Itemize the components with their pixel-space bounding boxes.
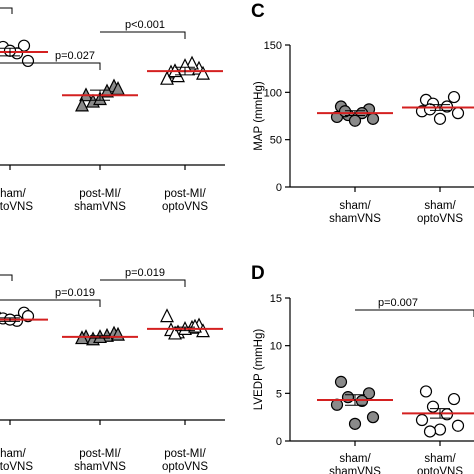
data-point xyxy=(21,54,35,68)
p-value-label: p=0.019 xyxy=(55,287,95,299)
y-tick-label: 15 xyxy=(270,293,282,305)
data-point xyxy=(419,385,433,398)
category-label-line: shamVNS xyxy=(329,466,381,474)
significance-bracket xyxy=(100,279,186,287)
category-label-line: post-MI/ xyxy=(79,448,121,460)
y-axis-label: MAP (mmHg) xyxy=(253,81,265,151)
data-point xyxy=(451,107,465,120)
category-label-line: post-MI/ xyxy=(79,188,121,200)
data-point xyxy=(196,65,210,80)
significance-bracket-partial xyxy=(0,274,13,281)
category-label-line: shamVNS xyxy=(74,461,126,473)
category-label-line: sham/ xyxy=(424,200,456,212)
data-point xyxy=(423,103,437,116)
category-label: post-MI/shamVNS xyxy=(74,188,126,213)
category-label-line: optoVNS xyxy=(417,213,463,225)
p-value-label: p=0.019 xyxy=(125,267,165,279)
data-point xyxy=(447,90,461,104)
data-point xyxy=(362,387,376,400)
data-point xyxy=(366,411,380,424)
data-point xyxy=(451,419,465,432)
data-point xyxy=(168,325,182,340)
category-label-line: shamVNS xyxy=(329,213,381,225)
category-label-line: post-MI/ xyxy=(164,448,206,460)
data-point xyxy=(433,112,447,125)
panel-top-left: sham/optoVNSpost-MI/shamVNSpost-MI/optoV… xyxy=(0,7,225,213)
y-tick-label: 50 xyxy=(270,135,282,147)
panel-bottom-left: sham/optoVNSpost-MI/shamVNSpost-MI/optoV… xyxy=(0,267,225,473)
data-point xyxy=(423,425,437,438)
category-label-line: sham/ xyxy=(0,188,26,200)
panel-letter: C xyxy=(251,1,265,22)
data-point xyxy=(415,413,429,427)
data-point xyxy=(100,83,114,98)
category-label-line: sham/ xyxy=(424,453,456,465)
significance-bracket xyxy=(355,309,474,317)
data-point xyxy=(433,423,447,436)
data-point xyxy=(348,417,362,430)
category-label: post-MI/optoVNS xyxy=(162,448,208,473)
category-label-line: sham/ xyxy=(339,200,371,212)
category-label-line: post-MI/ xyxy=(164,188,206,200)
category-label: sham/optoVNS xyxy=(417,200,463,225)
category-label-line: optoVNS xyxy=(0,461,33,473)
y-tick-label: 10 xyxy=(270,341,282,353)
panel-letter: D xyxy=(251,263,265,284)
category-label-line: optoVNS xyxy=(0,201,33,213)
y-tick-label: 0 xyxy=(276,436,282,448)
data-point xyxy=(160,70,174,85)
category-label-line: optoVNS xyxy=(417,466,463,474)
category-label: post-MI/optoVNS xyxy=(162,188,208,213)
category-label: sham/optoVNS xyxy=(0,188,33,213)
category-label: sham/shamVNS xyxy=(329,200,381,225)
p-value-label: p=0.007 xyxy=(378,297,418,309)
category-label: sham/optoVNS xyxy=(417,453,463,474)
data-point xyxy=(75,97,89,112)
y-tick-label: 5 xyxy=(276,388,282,400)
data-point xyxy=(185,55,199,70)
y-axis-label: LVEDP (mmHg) xyxy=(253,329,265,411)
significance-bracket-partial xyxy=(0,7,13,14)
category-label: sham/optoVNS xyxy=(0,448,33,473)
significance-bracket xyxy=(100,31,186,39)
y-tick-label: 0 xyxy=(276,182,282,194)
category-label-line: optoVNS xyxy=(162,201,208,213)
significance-bracket xyxy=(0,62,101,70)
data-point xyxy=(334,375,348,388)
p-value-label: p=0.027 xyxy=(55,50,95,62)
category-label-line: sham/ xyxy=(0,448,26,460)
data-point xyxy=(348,114,362,127)
data-point xyxy=(366,112,380,125)
category-label: post-MI/shamVNS xyxy=(74,448,126,473)
data-point xyxy=(426,400,440,413)
p-value-label: p<0.001 xyxy=(125,19,165,31)
y-tick-label: 100 xyxy=(264,87,282,99)
data-point xyxy=(447,392,461,406)
category-label: sham/shamVNS xyxy=(329,453,381,474)
data-point xyxy=(160,308,174,323)
y-tick-label: 150 xyxy=(264,40,282,52)
significance-bracket xyxy=(0,299,101,307)
category-label-line: shamVNS xyxy=(74,201,126,213)
category-label-line: optoVNS xyxy=(162,461,208,473)
category-label-line: sham/ xyxy=(339,453,371,465)
